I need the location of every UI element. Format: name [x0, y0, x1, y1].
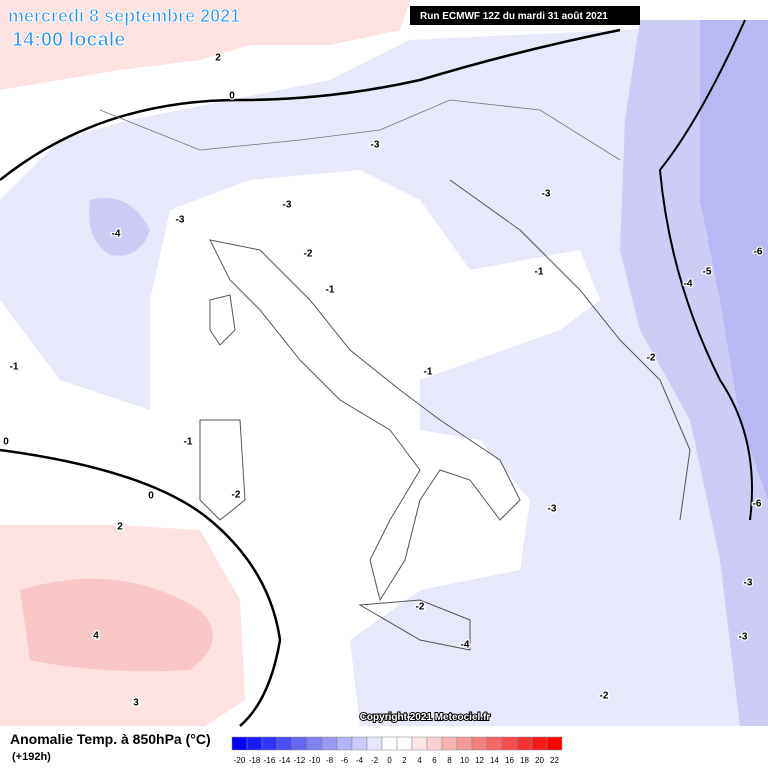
scale-box [471, 736, 488, 751]
islands [199, 294, 471, 651]
scale-box [351, 736, 368, 751]
scale-label: 20 [535, 756, 544, 765]
scale-label: 8 [447, 756, 452, 765]
contour-label: -6 [754, 247, 763, 258]
scale-box [441, 736, 458, 751]
contour-label: -2 [416, 602, 425, 613]
scale-box [336, 736, 353, 751]
scale-label: -4 [356, 756, 364, 765]
scale-box [261, 736, 278, 751]
scale-box [381, 736, 398, 751]
scale-label: -18 [249, 756, 261, 765]
border [99, 99, 621, 161]
scale-box [306, 736, 323, 751]
scale-label: -2 [371, 756, 379, 765]
scale-label: -20 [234, 756, 246, 765]
contour-label: -1 [10, 362, 19, 373]
contour-label: -5 [703, 267, 712, 278]
contour-label: -1 [424, 367, 433, 378]
contour-label: -4 [461, 640, 470, 651]
contour-label: -6 [753, 499, 762, 510]
contour-label: -3 [283, 200, 292, 211]
scale-box [366, 736, 383, 751]
cold-anomaly-local [89, 198, 150, 256]
contour-label: -2 [600, 691, 609, 702]
zero-isoline [0, 448, 282, 727]
scale-label: 0 [387, 756, 392, 765]
contour-label: -3 [548, 504, 557, 515]
scale-label: 12 [475, 756, 484, 765]
scale-box [276, 736, 293, 751]
scale-label: 10 [460, 756, 469, 765]
scale-box [396, 736, 413, 751]
scale-label: -16 [264, 756, 276, 765]
isoline [658, 19, 753, 521]
zero-isoline [0, 28, 621, 181]
scale-box [516, 736, 533, 751]
contour-label: -3 [542, 189, 551, 200]
scale-label: 4 [417, 756, 422, 765]
scale-box [531, 736, 548, 751]
contour-label: -2 [232, 490, 241, 501]
run-box [410, 6, 640, 25]
scale-label: 6 [432, 756, 437, 765]
contour-label: -2 [647, 353, 656, 364]
contour-label: 2 [215, 53, 221, 64]
scale-box [426, 736, 443, 751]
contour-label: -3 [176, 215, 185, 226]
scale-box [321, 736, 338, 751]
scale-box [501, 736, 518, 751]
contour-label: -1 [535, 267, 544, 278]
scale-label: -6 [341, 756, 349, 765]
scale-label: 14 [490, 756, 499, 765]
warm-anomaly-north [0, 0, 410, 90]
scale-label: 22 [550, 756, 559, 765]
contour-label: -1 [326, 285, 335, 296]
contour-label: -2 [304, 249, 313, 260]
scale-box [546, 736, 563, 751]
contour-label: -3 [739, 632, 748, 643]
coastline [449, 179, 691, 521]
warm-anomaly-core [20, 578, 213, 672]
coastline [209, 239, 521, 602]
contour-label: 4 [93, 631, 99, 642]
cold-anomaly [0, 20, 768, 726]
contour-label: 2 [117, 522, 123, 533]
scale-box [246, 736, 263, 751]
scale-box [291, 736, 308, 751]
forecast-time: 14:00 locale [12, 29, 125, 51]
run-label: Run ECMWF 12Z du mardi 31 août 2021 [420, 11, 608, 22]
scale-label: -12 [294, 756, 306, 765]
scale-box [456, 736, 473, 751]
scale-label: -14 [279, 756, 291, 765]
contour-label: -3 [371, 140, 380, 151]
contour-label: -1 [184, 437, 193, 448]
scale-box [231, 736, 248, 751]
contour-label: 3 [133, 698, 139, 709]
legend-title: Anomalie Temp. à 850hPa (°C) [10, 731, 211, 747]
contour-label: -4 [112, 229, 121, 240]
cold-anomaly-core [700, 20, 768, 500]
scale-label: -8 [326, 756, 334, 765]
copyright: Copyright 2021 Meteociel.fr [360, 712, 491, 723]
scale-label: 2 [402, 756, 407, 765]
forecast-date: mercredi 8 septembre 2021 [8, 6, 240, 26]
contour-label: 0 [3, 437, 9, 448]
scale-label: -10 [309, 756, 321, 765]
contour-label: -3 [744, 578, 753, 589]
contour-label: 0 [148, 491, 154, 502]
contour-label: 0 [229, 91, 235, 102]
lead-time: (+192h) [12, 751, 51, 763]
scale-label: 16 [505, 756, 514, 765]
scale-box [411, 736, 428, 751]
scale-box [486, 736, 503, 751]
contour-label: -4 [684, 279, 693, 290]
scale-label: 18 [520, 756, 529, 765]
